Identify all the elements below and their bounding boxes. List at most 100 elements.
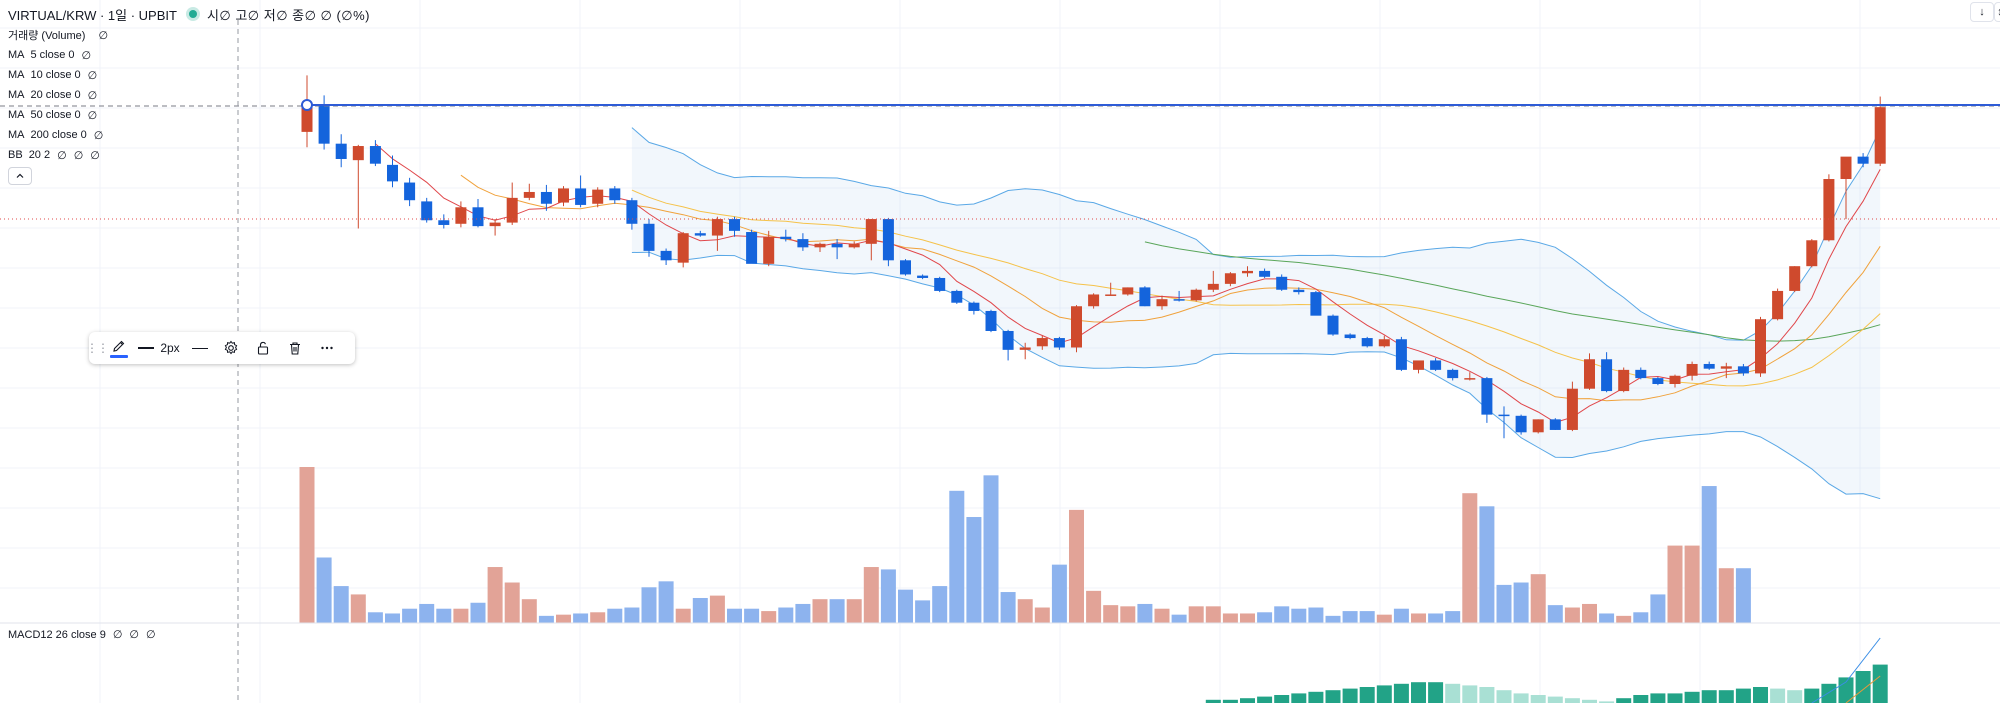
volume-bar <box>1411 613 1426 623</box>
candle-body <box>1378 339 1390 347</box>
candle-body <box>1686 363 1698 376</box>
volume-bar <box>1000 592 1016 623</box>
lock-button[interactable] <box>247 334 279 362</box>
volume-bar <box>1530 574 1546 623</box>
candle-body <box>1395 339 1407 370</box>
candle-body <box>472 207 484 227</box>
volume-bar <box>1564 607 1580 623</box>
candle-body <box>934 277 946 291</box>
volume-bar <box>1445 611 1461 623</box>
candle-body <box>1122 287 1134 295</box>
candle-body <box>643 223 655 251</box>
macd-histogram-bar <box>1274 695 1290 703</box>
indicator-legend-row[interactable]: 거래량 (Volume) ∅ <box>8 25 370 45</box>
candle-body <box>369 146 381 164</box>
volume-bar <box>846 599 862 623</box>
symbol-legend-row[interactable]: VIRTUAL/KRW · 1일 · UPBIT 시∅ 고∅ 저∅ 종∅ ∅ (… <box>8 5 370 23</box>
candle-body <box>575 188 587 205</box>
volume-bar <box>402 608 418 623</box>
pencil-icon <box>113 340 125 352</box>
indicator-legend-row[interactable]: MA 20 close 0 ∅ <box>8 85 370 105</box>
indicator-legend-row[interactable]: MA 5 close 0 ∅ <box>8 45 370 65</box>
candle-body <box>1669 375 1681 384</box>
volume-bar <box>675 608 691 623</box>
collapse-legend-button[interactable] <box>8 167 32 185</box>
drawing-toolbar: ⋮⋮ 2px <box>86 332 355 364</box>
volume-bar <box>350 594 366 623</box>
candle-body <box>882 219 894 261</box>
macd-histogram-bar <box>1770 688 1786 703</box>
indicator-value: ∅ <box>87 109 98 122</box>
arrow-down-icon: ↓ <box>1979 6 1985 18</box>
scroll-to-realtime-button[interactable]: ↓ <box>1970 2 1994 22</box>
volume-bar <box>590 612 606 623</box>
indicator-legend-row[interactable]: MA 50 close 0 ∅ <box>8 105 370 125</box>
volume-bar <box>727 608 742 623</box>
indicator-params: 20 2 <box>28 149 51 161</box>
candle-body <box>1823 179 1835 241</box>
expand-button[interactable]: ↕ <box>1994 2 2000 22</box>
candle-body <box>1789 266 1801 291</box>
drag-grip-icon[interactable]: ⋮⋮ <box>86 341 109 355</box>
volume-bar <box>641 587 657 623</box>
candle-body <box>1755 319 1766 374</box>
candle-body <box>301 105 313 132</box>
volume-bar <box>1582 603 1597 623</box>
macd-histogram-bar <box>1701 690 1717 703</box>
volume-bar <box>1342 611 1358 623</box>
candle-body <box>404 182 416 201</box>
indicator-params: 50 close 0 <box>30 109 81 121</box>
volume-bar <box>333 586 349 623</box>
volume-bar <box>607 608 623 623</box>
volume-bar <box>1103 605 1119 623</box>
macd-legend-row[interactable]: MACD 12 26 close 9 ∅ ∅ ∅ <box>8 628 156 642</box>
chart-legend: VIRTUAL/KRW · 1일 · UPBIT 시∅ 고∅ 저∅ 종∅ ∅ (… <box>8 5 370 185</box>
candle-body <box>506 197 518 223</box>
candle-body <box>1549 419 1561 430</box>
candle-body <box>1464 378 1476 380</box>
bollinger-upper-line <box>631 127 1881 341</box>
macd-histogram-bar <box>1496 690 1512 703</box>
symbol-title[interactable]: VIRTUAL/KRW · 1일 · UPBIT <box>8 7 177 23</box>
settings-button[interactable] <box>215 334 247 362</box>
volume-bar <box>487 567 503 623</box>
line-width-button[interactable]: 2px <box>133 334 185 362</box>
indicator-name: BB <box>8 149 23 161</box>
line-color-swatch <box>110 355 128 358</box>
indicator-legend-row[interactable]: BB 20 2 ∅ ∅ ∅ <box>8 145 370 165</box>
volume-bar <box>1428 613 1444 623</box>
indicator-legend-row[interactable]: MA 200 close 0 ∅ <box>8 125 370 145</box>
macd-histogram-bar <box>1445 683 1461 703</box>
candle-body <box>489 222 501 227</box>
more-button[interactable] <box>311 334 343 362</box>
candle-body <box>1019 347 1031 350</box>
candle-body <box>1447 369 1459 379</box>
candle-body <box>1053 338 1065 348</box>
macd-histogram-bar <box>1359 687 1375 703</box>
volume-bar <box>1120 606 1136 623</box>
horizontal-ray-handle[interactable] <box>301 99 313 111</box>
volume-bar <box>521 599 537 623</box>
more-icon <box>321 346 333 350</box>
macd-histogram-bar <box>1411 682 1426 703</box>
macd-line <box>1811 637 1881 703</box>
macd-signal-value: ∅ <box>129 629 140 641</box>
macd-hist-value: ∅ <box>146 629 156 641</box>
indicator-legend-row[interactable]: MA 10 close 0 ∅ <box>8 65 370 85</box>
candle-body <box>335 143 347 159</box>
volume-bar <box>1359 611 1375 623</box>
candle-body <box>985 310 997 331</box>
line-color-button[interactable] <box>105 334 133 362</box>
volume-bar <box>983 475 999 623</box>
macd-histogram-bar <box>1479 687 1495 703</box>
volume-bar <box>316 557 332 623</box>
delete-button[interactable] <box>279 334 311 362</box>
candle-body <box>917 275 929 278</box>
indicator-value: ∅ <box>90 149 100 162</box>
line-style-button[interactable] <box>185 334 215 362</box>
candle-body <box>1806 240 1818 267</box>
macd-histogram-bar <box>1735 688 1751 703</box>
candle-body <box>626 200 638 224</box>
indicator-name: MA <box>8 109 25 121</box>
